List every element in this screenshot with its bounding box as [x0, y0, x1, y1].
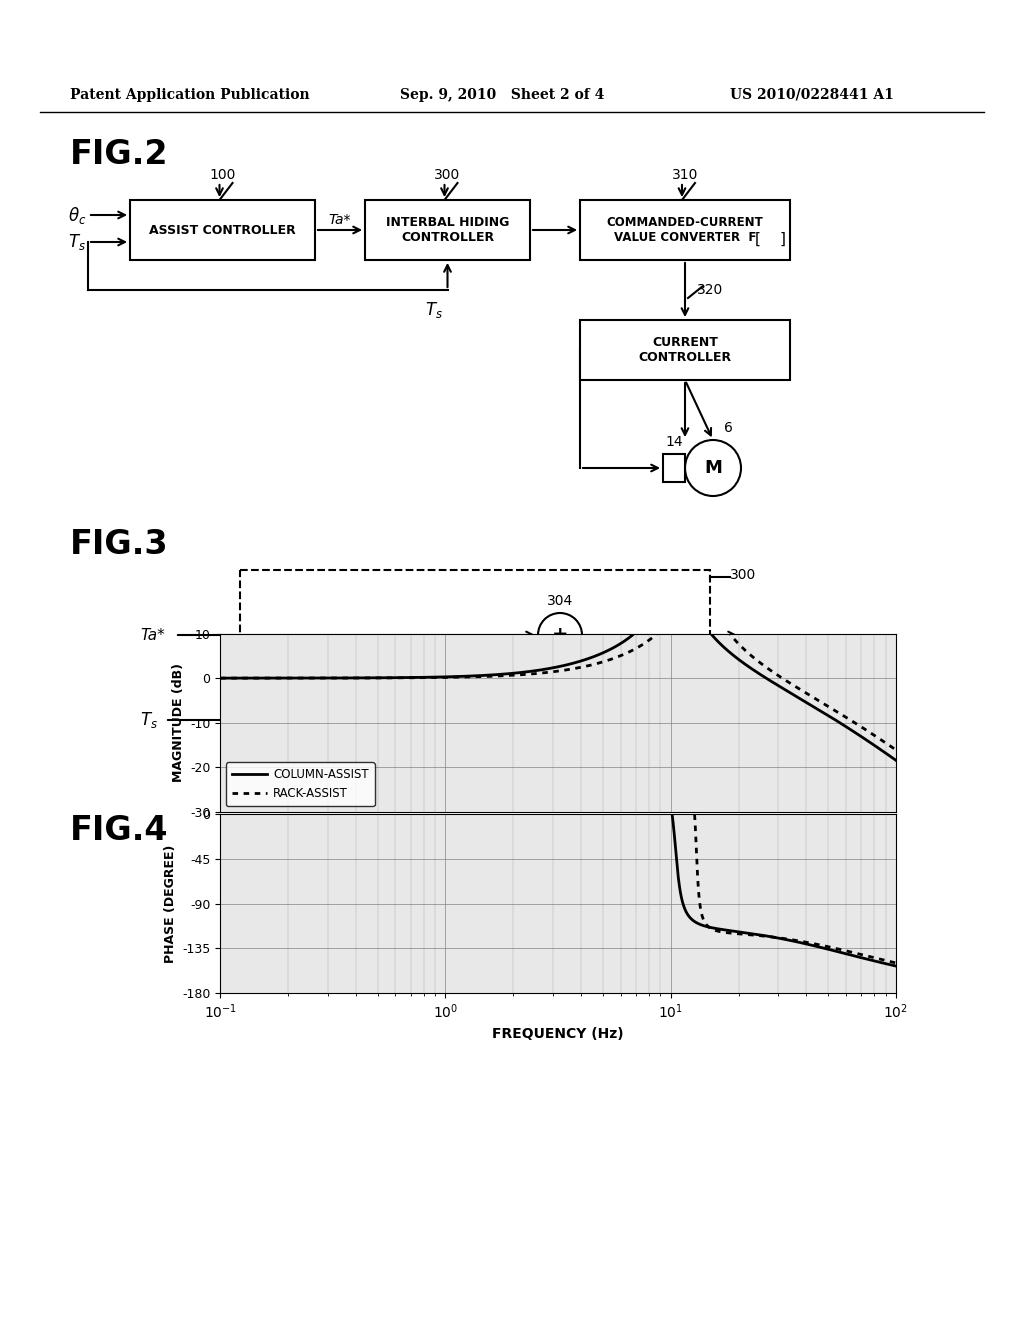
Bar: [130, 201, 315, 260]
COLUMN-ASSIST: [543, 660, 555, 676]
Line: COLUMN-ASSIST: COLUMN-ASSIST: [220, 553, 896, 760]
COLUMN-ASSIST: [249, 671, 261, 686]
X-axis label: FREQUENCY (Hz): FREQUENCY (Hz): [493, 1027, 624, 1040]
Text: 302: 302: [377, 676, 403, 690]
COLUMN-ASSIST: [214, 671, 226, 686]
Text: US 2010/0228441 A1: US 2010/0228441 A1: [730, 88, 894, 102]
COLUMN-ASSIST: [890, 752, 902, 768]
COLUMN-ASSIST: [870, 739, 883, 755]
Text: Patent Application Publication: Patent Application Publication: [70, 88, 309, 102]
Bar: [580, 201, 790, 260]
COLUMN-ASSIST: [746, 661, 759, 677]
RACK-ASSIST: [890, 742, 902, 758]
Text: 304: 304: [547, 594, 573, 609]
Text: $T_s$: $T_s$: [140, 710, 158, 730]
RACK-ASSIST: [870, 729, 883, 744]
RACK-ASSIST: [524, 667, 537, 682]
Bar: [240, 570, 710, 755]
COLUMN-ASSIST: [870, 739, 883, 755]
Text: +: +: [552, 626, 568, 644]
Text: 14: 14: [666, 436, 683, 449]
Text: Sep. 9, 2010   Sheet 2 of 4: Sep. 9, 2010 Sheet 2 of 4: [400, 88, 604, 102]
Text: [: [: [755, 231, 761, 247]
Line: RACK-ASSIST: RACK-ASSIST: [220, 529, 896, 750]
Legend: COLUMN-ASSIST, RACK-ASSIST: COLUMN-ASSIST, RACK-ASSIST: [226, 762, 375, 807]
Text: Ta*: Ta*: [140, 627, 165, 643]
Bar: [365, 201, 530, 260]
Text: CONTROLLER: CONTROLLER: [338, 713, 442, 727]
Text: 300: 300: [434, 168, 461, 182]
Text: 320: 320: [697, 282, 723, 297]
RACK-ASSIST: [870, 729, 883, 744]
Bar: [295, 696, 485, 744]
Text: INTERBAL HIDING
CONTROLLER: INTERBAL HIDING CONTROLLER: [386, 216, 509, 244]
Text: FIG.2: FIG.2: [70, 139, 169, 172]
RACK-ASSIST: [249, 671, 261, 686]
Text: Ta*: Ta*: [329, 213, 351, 227]
Text: 6: 6: [724, 421, 732, 436]
Text: M: M: [705, 459, 722, 477]
Text: ]: ]: [780, 231, 786, 247]
Text: 300: 300: [730, 568, 757, 582]
Text: 310: 310: [672, 168, 698, 182]
Text: $T_s$: $T_s$: [68, 232, 86, 252]
Text: ASSIST CONTROLLER: ASSIST CONTROLLER: [150, 223, 296, 236]
Text: $T_s$: $T_s$: [425, 300, 442, 319]
COLUMN-ASSIST: [524, 664, 537, 680]
RACK-ASSIST: [214, 671, 226, 686]
Y-axis label: PHASE (DEGREE): PHASE (DEGREE): [164, 845, 176, 962]
Text: COMMANDED-CURRENT
VALUE CONVERTER  F: COMMANDED-CURRENT VALUE CONVERTER F: [606, 216, 763, 244]
Text: CURRENT
CONTROLLER: CURRENT CONTROLLER: [638, 337, 731, 364]
RACK-ASSIST: [543, 664, 555, 680]
Bar: [663, 454, 685, 482]
Text: $\theta_c$: $\theta_c$: [68, 205, 86, 226]
RACK-ASSIST: [746, 649, 759, 665]
Bar: [580, 319, 790, 380]
Y-axis label: MAGNITUDE (dB): MAGNITUDE (dB): [171, 663, 184, 783]
Text: 100: 100: [209, 168, 236, 182]
Text: FIG.3: FIG.3: [70, 528, 169, 561]
RACK-ASSIST: [690, 521, 702, 537]
Text: FIG.4: FIG.4: [70, 813, 169, 846]
COLUMN-ASSIST: [670, 545, 682, 561]
